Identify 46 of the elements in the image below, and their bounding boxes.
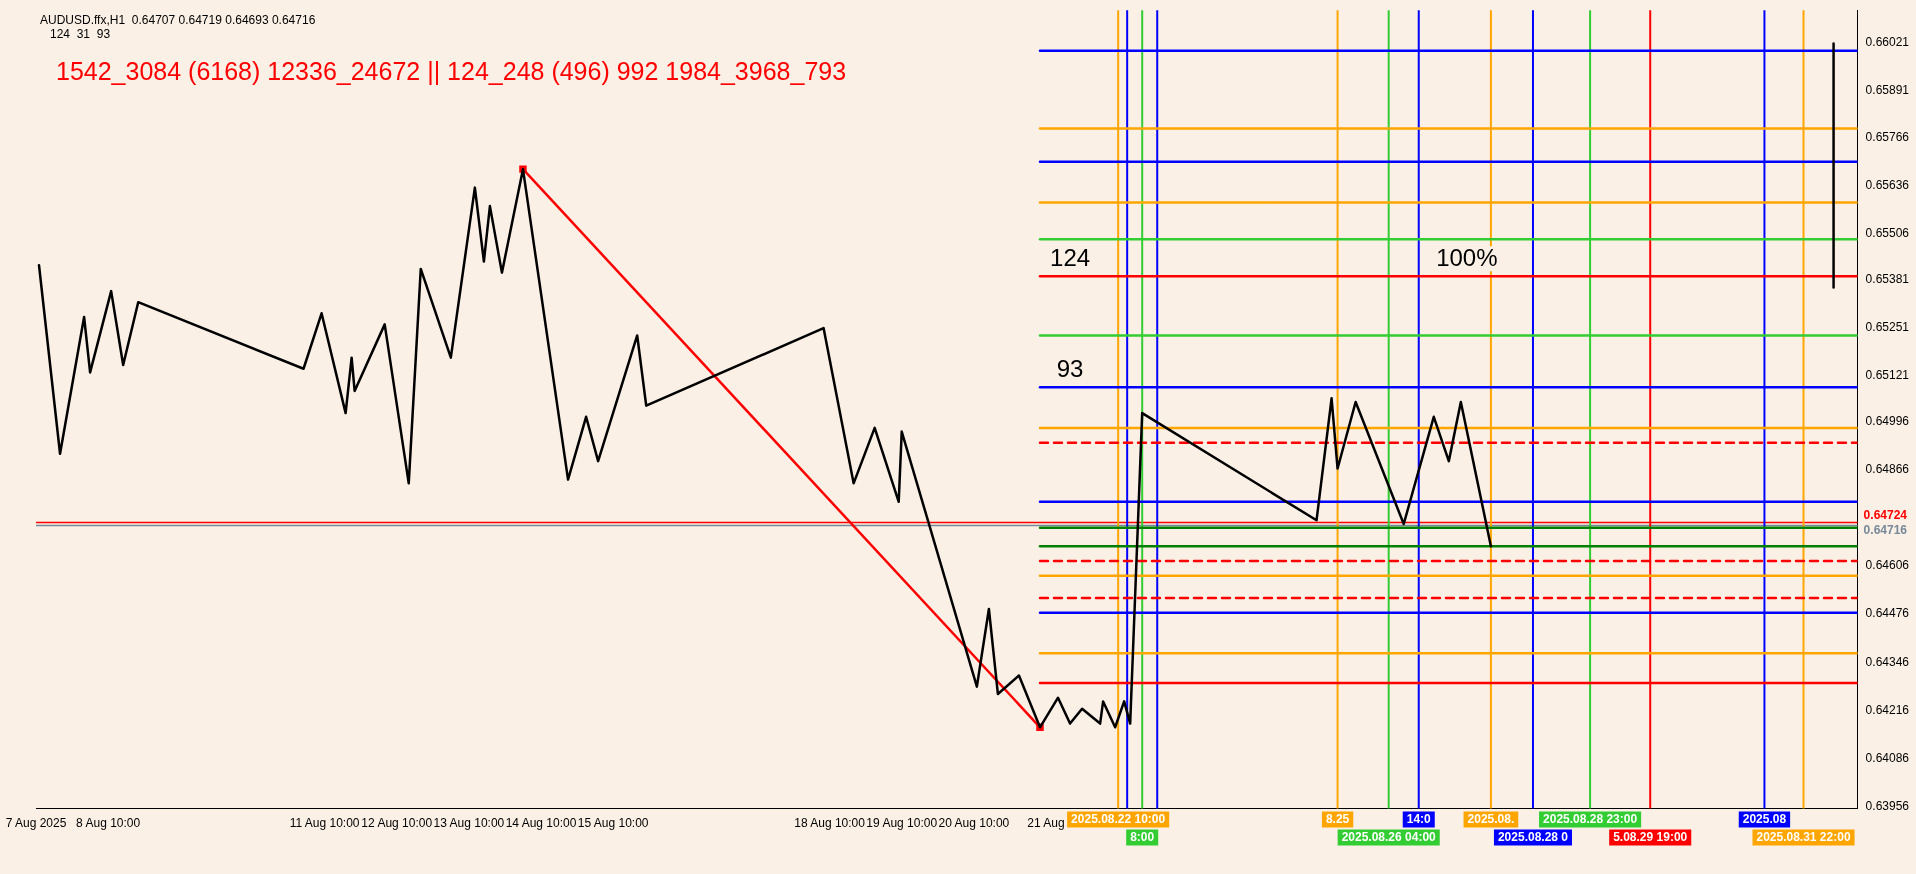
ref-line-label: 5.08.29 19:00 [1613,829,1688,844]
x-tick-label: 19 Aug 10:00 [866,816,938,831]
annotation: 1542_3084 (6168) 12336_24672 || 124_248 (496) 992 1984_3968_793 [56,56,847,85]
text: 124 31 93 [50,26,111,41]
ref-line-label: 8.25 [1325,811,1350,826]
ref-line-label: 2025.08.28 0 [1497,829,1569,844]
y-tick-label: 0.64216 [1865,702,1910,717]
y-tick-label: 0.65121 [1865,368,1910,383]
ref-line-label: 0.64724 [1863,507,1908,522]
ref-line-label: 14:0 [1406,811,1432,826]
y-tick-label: 0.65251 [1865,320,1910,335]
x-tick-label: 21 Aug [1027,816,1065,831]
x-tick-label: 20 Aug 10:00 [938,816,1010,831]
ref-line-label: 2025.08.28 23:00 [1543,811,1638,826]
x-tick-label: 18 Aug 10:00 [794,816,866,831]
ref-line-label: 2025.08. [1467,811,1515,826]
y-tick-label: 0.64996 [1865,414,1910,429]
y-tick-label: 0.65381 [1865,271,1910,286]
ref-line-label: 2025.08.26 04:00 [1341,829,1437,844]
y-tick-label: 0.64606 [1865,558,1910,573]
x-tick-label: 7 Aug 2025 [5,816,67,831]
ref-line-label: 2025.08.31 22:00 [1756,829,1851,844]
y-tick-label: 0.64476 [1865,606,1910,621]
y-tick-label: 0.64866 [1865,462,1910,477]
y-tick-label: 0.65636 [1865,177,1910,192]
x-tick-label: 12 Aug 10:00 [361,816,433,831]
ref-line-label: 0.64716 [1863,522,1908,537]
x-tick-label: 11 Aug 10:00 [289,816,360,831]
y-tick-label: 0.66021 [1865,35,1910,50]
annotation: 124 [1050,243,1091,271]
x-tick-label: 15 Aug 10:00 [577,816,649,831]
x-tick-label: 13 Aug 10:00 [433,816,505,831]
annotation: 100% [1436,243,1498,271]
y-tick-label: 0.65766 [1865,129,1910,144]
annotation: 93 [1056,354,1084,382]
chart-title: AUDUSD.ffx,H1 0.64707 0.64719 0.64693 0.64716 [40,12,316,27]
ref-line-label: 2025.08 [1742,811,1787,826]
y-tick-label: 0.65506 [1865,225,1910,240]
y-tick-label: 0.64086 [1865,750,1910,765]
ref-line-label: 8:00 [1130,829,1155,844]
x-tick-label: 8 Aug 10:00 [76,816,141,831]
y-tick-label: 0.63956 [1865,798,1910,813]
x-tick-label: 14 Aug 10:00 [505,816,577,831]
y-tick-label: 0.64346 [1865,654,1910,669]
ref-line-label: 2025.08.22 10:00 [1071,811,1166,826]
y-tick-label: 0.65891 [1865,83,1910,98]
